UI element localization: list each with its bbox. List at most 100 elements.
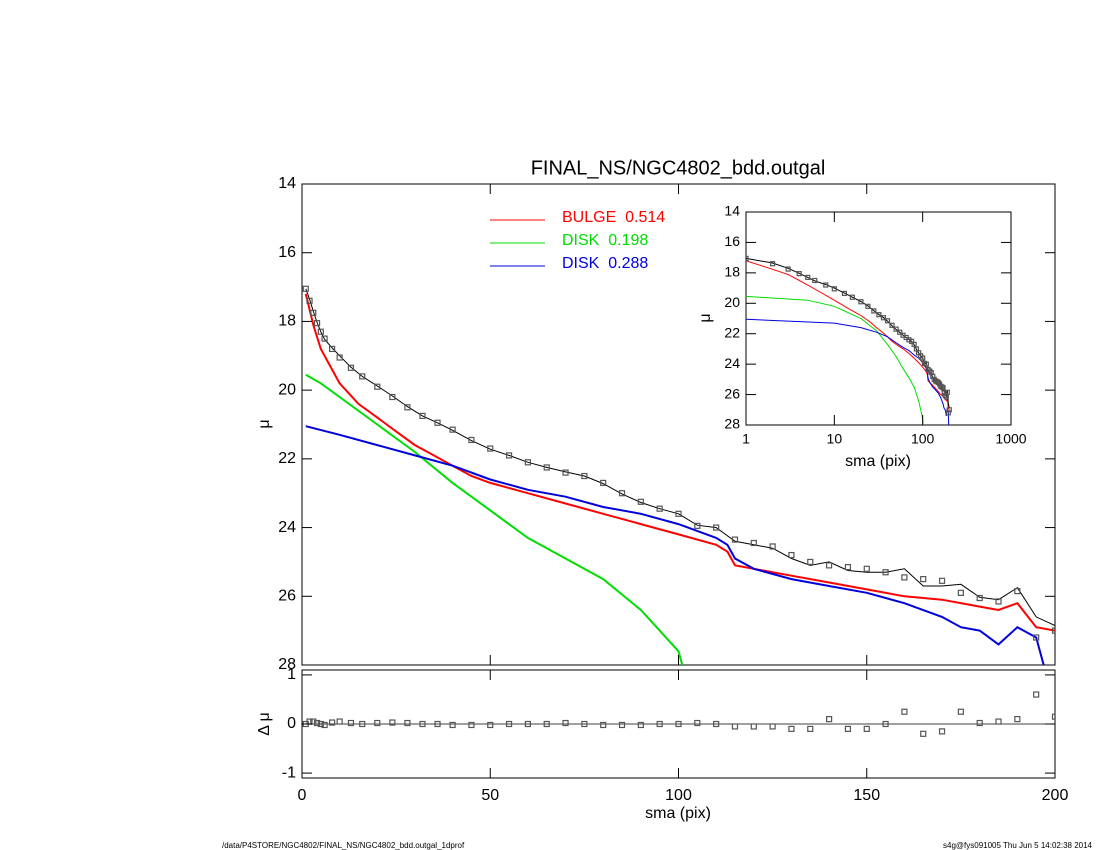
residual-point [618, 721, 626, 729]
residual-point [310, 718, 317, 725]
y-tick-label: 22 [724, 324, 740, 340]
observed-point [897, 329, 903, 335]
residual-point [468, 721, 475, 729]
observed-point [713, 524, 720, 531]
residual-point [675, 720, 682, 728]
observed-point [505, 452, 513, 459]
legend-label: DISK 0.288 [562, 255, 648, 272]
observed-point [374, 383, 381, 390]
observed-point [901, 574, 908, 581]
observed-point [889, 322, 895, 328]
observed-point [731, 536, 739, 543]
observed-point [317, 328, 324, 335]
observed-point [618, 490, 626, 497]
residual-point [995, 718, 1002, 725]
observed-point [995, 598, 1002, 605]
residual-point [731, 723, 739, 730]
main-plot [302, 285, 1055, 665]
y-tick-label: 0 [287, 715, 296, 732]
observed-point [876, 312, 882, 318]
residual-point [882, 720, 889, 728]
observed-point [1051, 627, 1055, 634]
y-tick-label: 1 [287, 666, 296, 683]
residual-point [901, 708, 908, 715]
observed-point [487, 445, 494, 452]
legend-label: BULGE 0.514 [562, 209, 665, 226]
observed-point [796, 271, 802, 277]
y-axis-label: μ [256, 419, 273, 428]
residual-point [404, 719, 411, 727]
observed-point [882, 569, 889, 576]
observed-point [805, 274, 811, 281]
observed-point [310, 309, 317, 316]
observed-point [329, 345, 336, 353]
observed-point [884, 318, 891, 324]
observed-point [769, 261, 776, 267]
observed-point [893, 326, 899, 332]
observed-point [939, 384, 945, 390]
residual-point [389, 719, 396, 726]
y-tick-label: -1 [282, 764, 296, 781]
residual-point [1033, 691, 1040, 698]
observed-point [863, 565, 870, 572]
observed-point [302, 285, 309, 292]
residual-point [336, 718, 343, 725]
residual-point [863, 725, 870, 733]
observed-point [434, 419, 441, 426]
y-tick-label: 18 [278, 313, 296, 330]
x-tick-label: 1000 [995, 431, 1026, 447]
observed-point [844, 563, 852, 571]
residual-point [487, 721, 494, 729]
residual-point [825, 715, 833, 723]
residual-point [524, 720, 532, 728]
ins-plot [746, 255, 952, 425]
observed-point [543, 464, 550, 471]
observed-point [938, 577, 946, 584]
observed-point [785, 266, 791, 272]
observed-point [656, 505, 663, 512]
y-tick-label: 28 [724, 416, 740, 432]
residual-point [434, 720, 441, 728]
observed-point [675, 510, 682, 517]
residual-point [317, 720, 324, 728]
residual-point [359, 720, 366, 728]
observed-point [849, 294, 855, 300]
y-tick-label: 20 [724, 294, 740, 310]
y-tick-label: 14 [278, 175, 296, 192]
residual-axis-label: Δ μ [256, 712, 273, 735]
residual-point [713, 720, 720, 728]
y-tick-label: 24 [278, 519, 296, 536]
observed-point [788, 551, 795, 559]
legend-label: DISK 0.198 [562, 232, 648, 249]
observed-point [347, 364, 355, 371]
residual-point [938, 728, 946, 735]
observed-point [306, 297, 313, 304]
residual-point [637, 721, 644, 729]
observed-point [807, 558, 814, 566]
inset-x-label: sma (pix) [845, 453, 911, 470]
residual-point [920, 730, 927, 737]
y-tick-label: 16 [278, 244, 296, 261]
residual-point [1014, 715, 1021, 723]
y-tick-label: 26 [278, 588, 296, 605]
observed-point [946, 407, 952, 413]
observed-point [865, 303, 871, 309]
x-tick-label: 150 [853, 787, 880, 804]
x-tick-label: 100 [665, 787, 692, 804]
observed-point [940, 385, 946, 391]
observed-point [468, 436, 475, 444]
observed-point [321, 335, 328, 342]
observed-point [880, 315, 887, 321]
observed-point [600, 479, 607, 487]
observed-point [812, 277, 818, 284]
y-tick-label: 22 [278, 450, 296, 467]
chart-title: FINAL_NS/NGC4802_bdd.outgal [531, 157, 826, 179]
observed-point [389, 393, 396, 401]
observed-point [581, 472, 588, 480]
observed-point [831, 286, 837, 292]
x-tick-label: 0 [298, 787, 307, 804]
observed-point [841, 290, 847, 296]
observed-point [449, 426, 456, 433]
residual-point [321, 721, 328, 729]
